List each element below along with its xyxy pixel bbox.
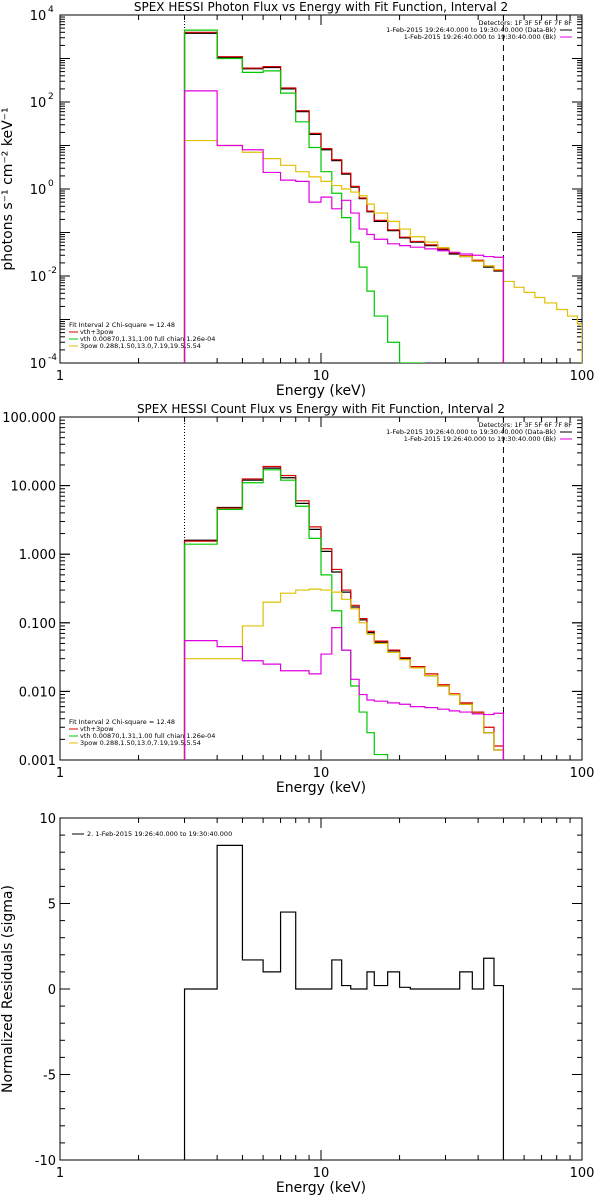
series-line-vth [183,469,389,760]
x-tick-label: 100 [570,766,595,781]
x-tick-label: 100 [570,1166,595,1181]
series-line-data-bk [183,32,505,363]
x-axis-label: Energy (keV) [276,1180,366,1196]
legend-header: Fit Interval 2 Chi-square = 12.48 [69,718,175,726]
y-tick-label: 10 4 [30,5,54,24]
x-tick-label: 1 [56,369,64,384]
y-tick-exponent: 2 [48,92,54,102]
legend-entry: 1-Feb-2015 19:26:40.000 to 19:30:40.000 … [404,33,556,41]
y-tick-label: 100.000 [2,411,56,426]
x-tick-label: 10 [313,766,330,781]
y-axis-label: photons s⁻¹ cm⁻² keV⁻¹ [0,107,16,270]
series-line-2-1-feb-2015-19-26-40-000-to-19-30-40-000 [183,844,505,1160]
y-tick-label: -5 [43,1069,56,1084]
y-tick-base: 10 [30,183,47,198]
series-line-vth-3pow [183,465,505,760]
y-tick-label: 10 0 [30,179,54,198]
y-tick-base: 10 [30,357,47,372]
x-tick-label: 10 [313,369,330,384]
legend-entry: 1-Feb-2015 19:26:40.000 to 19:30:40.000 … [404,435,556,443]
y-tick-exponent: 0 [48,179,54,189]
series-line-vth [183,29,425,363]
legend-bottom-left: Fit Interval 2 Chi-square = 12.48vth+3po… [69,718,215,747]
y-tick-label: 10 2 [30,92,54,111]
legend-top-left: 2. 1-Feb-2015 19:26:40.000 to 19:30:40.0… [72,830,232,838]
panel-2: 1 10 100 0.001 0.010 0.100 1.000 10.000 100.000 S… [2,402,594,796]
y-tick-exponent: -4 [48,353,57,363]
y-tick-exponent: 4 [48,5,54,15]
x-tick-label: 100 [570,369,595,384]
x-tick-label: 10 [313,1166,330,1181]
x-tick-label: 1 [56,1166,64,1181]
series-line-3pow [183,588,505,760]
y-tick-label: 1.000 [19,548,56,563]
legend-entry: 3pow 0.288,1.50,13.0,7.19,19.5,5.54 [80,739,201,747]
legend-header: Fit Interval 2 Chi-square = 12.48 [69,321,175,329]
y-tick-label: -10 [35,1154,56,1169]
legend-top-right: Detectors: 1F 3F 5F 6F 7F 8F1-Feb-2015 1… [386,19,572,41]
y-tick-label: 10.000 [11,480,57,495]
series-line-vth-3pow [183,31,505,363]
legend-entry: vth+3pow [80,328,114,336]
series-line-bk [183,90,505,363]
series-line-bk [183,627,505,760]
x-axis-label: Energy (keV) [276,383,366,399]
chart-title: SPEX HESSI Count Flux vs Energy with Fit… [137,402,505,416]
y-tick-label: 0.010 [19,685,56,700]
x-tick-label: 1 [56,766,64,781]
y-tick-base: 10 [30,96,47,111]
y-tick-label: 0.001 [19,754,56,769]
legend-detectors: Detectors: 1F 3F 5F 6F 7F 8F [478,19,572,27]
y-tick-label: 10 -4 [30,353,58,372]
chart-title: SPEX HESSI Photon Flux vs Energy with Fi… [134,0,508,14]
y-tick-label: 0.100 [19,617,56,632]
series-line-3pow [183,139,582,363]
y-tick-label: 0 [48,983,56,998]
y-tick-exponent: -2 [48,266,57,276]
series-line-data-bk [183,467,505,760]
legend-entry: vth 0.00870,1.31,1.00 full chian 1.26e-0… [80,732,215,740]
y-tick-label: 10 [39,812,56,827]
legend-entry: vth+3pow [80,725,114,733]
y-tick-base: 10 [30,270,47,285]
y-tick-label: 10 -2 [30,266,57,285]
x-axis-label: Energy (keV) [276,780,366,796]
legend-entry: 2. 1-Feb-2015 19:26:40.000 to 19:30:40.0… [87,830,232,838]
y-tick-label: 5 [48,898,56,913]
legend-entry: 1-Feb-2015 19:26:40.000 to 19:30:40.000 … [386,428,556,436]
legend-entry: 3pow 0.288,1.50,13.0,7.19,19.5,5.54 [80,342,201,350]
y-axis-label: Normalized Residuals (sigma) [0,885,16,1093]
legend-bottom-left: Fit Interval 2 Chi-square = 12.48vth+3po… [69,321,215,350]
legend-entry: 1-Feb-2015 19:26:40.000 to 19:30:40.000 … [386,26,556,34]
legend-detectors: Detectors: 1F 3F 5F 6F 7F 8F [478,421,572,429]
legend-entry: vth 0.00870,1.31,1.00 full chian 1.26e-0… [80,335,215,343]
legend-top-right: Detectors: 1F 3F 5F 6F 7F 8F1-Feb-2015 1… [386,421,572,443]
y-tick-base: 10 [30,9,47,24]
